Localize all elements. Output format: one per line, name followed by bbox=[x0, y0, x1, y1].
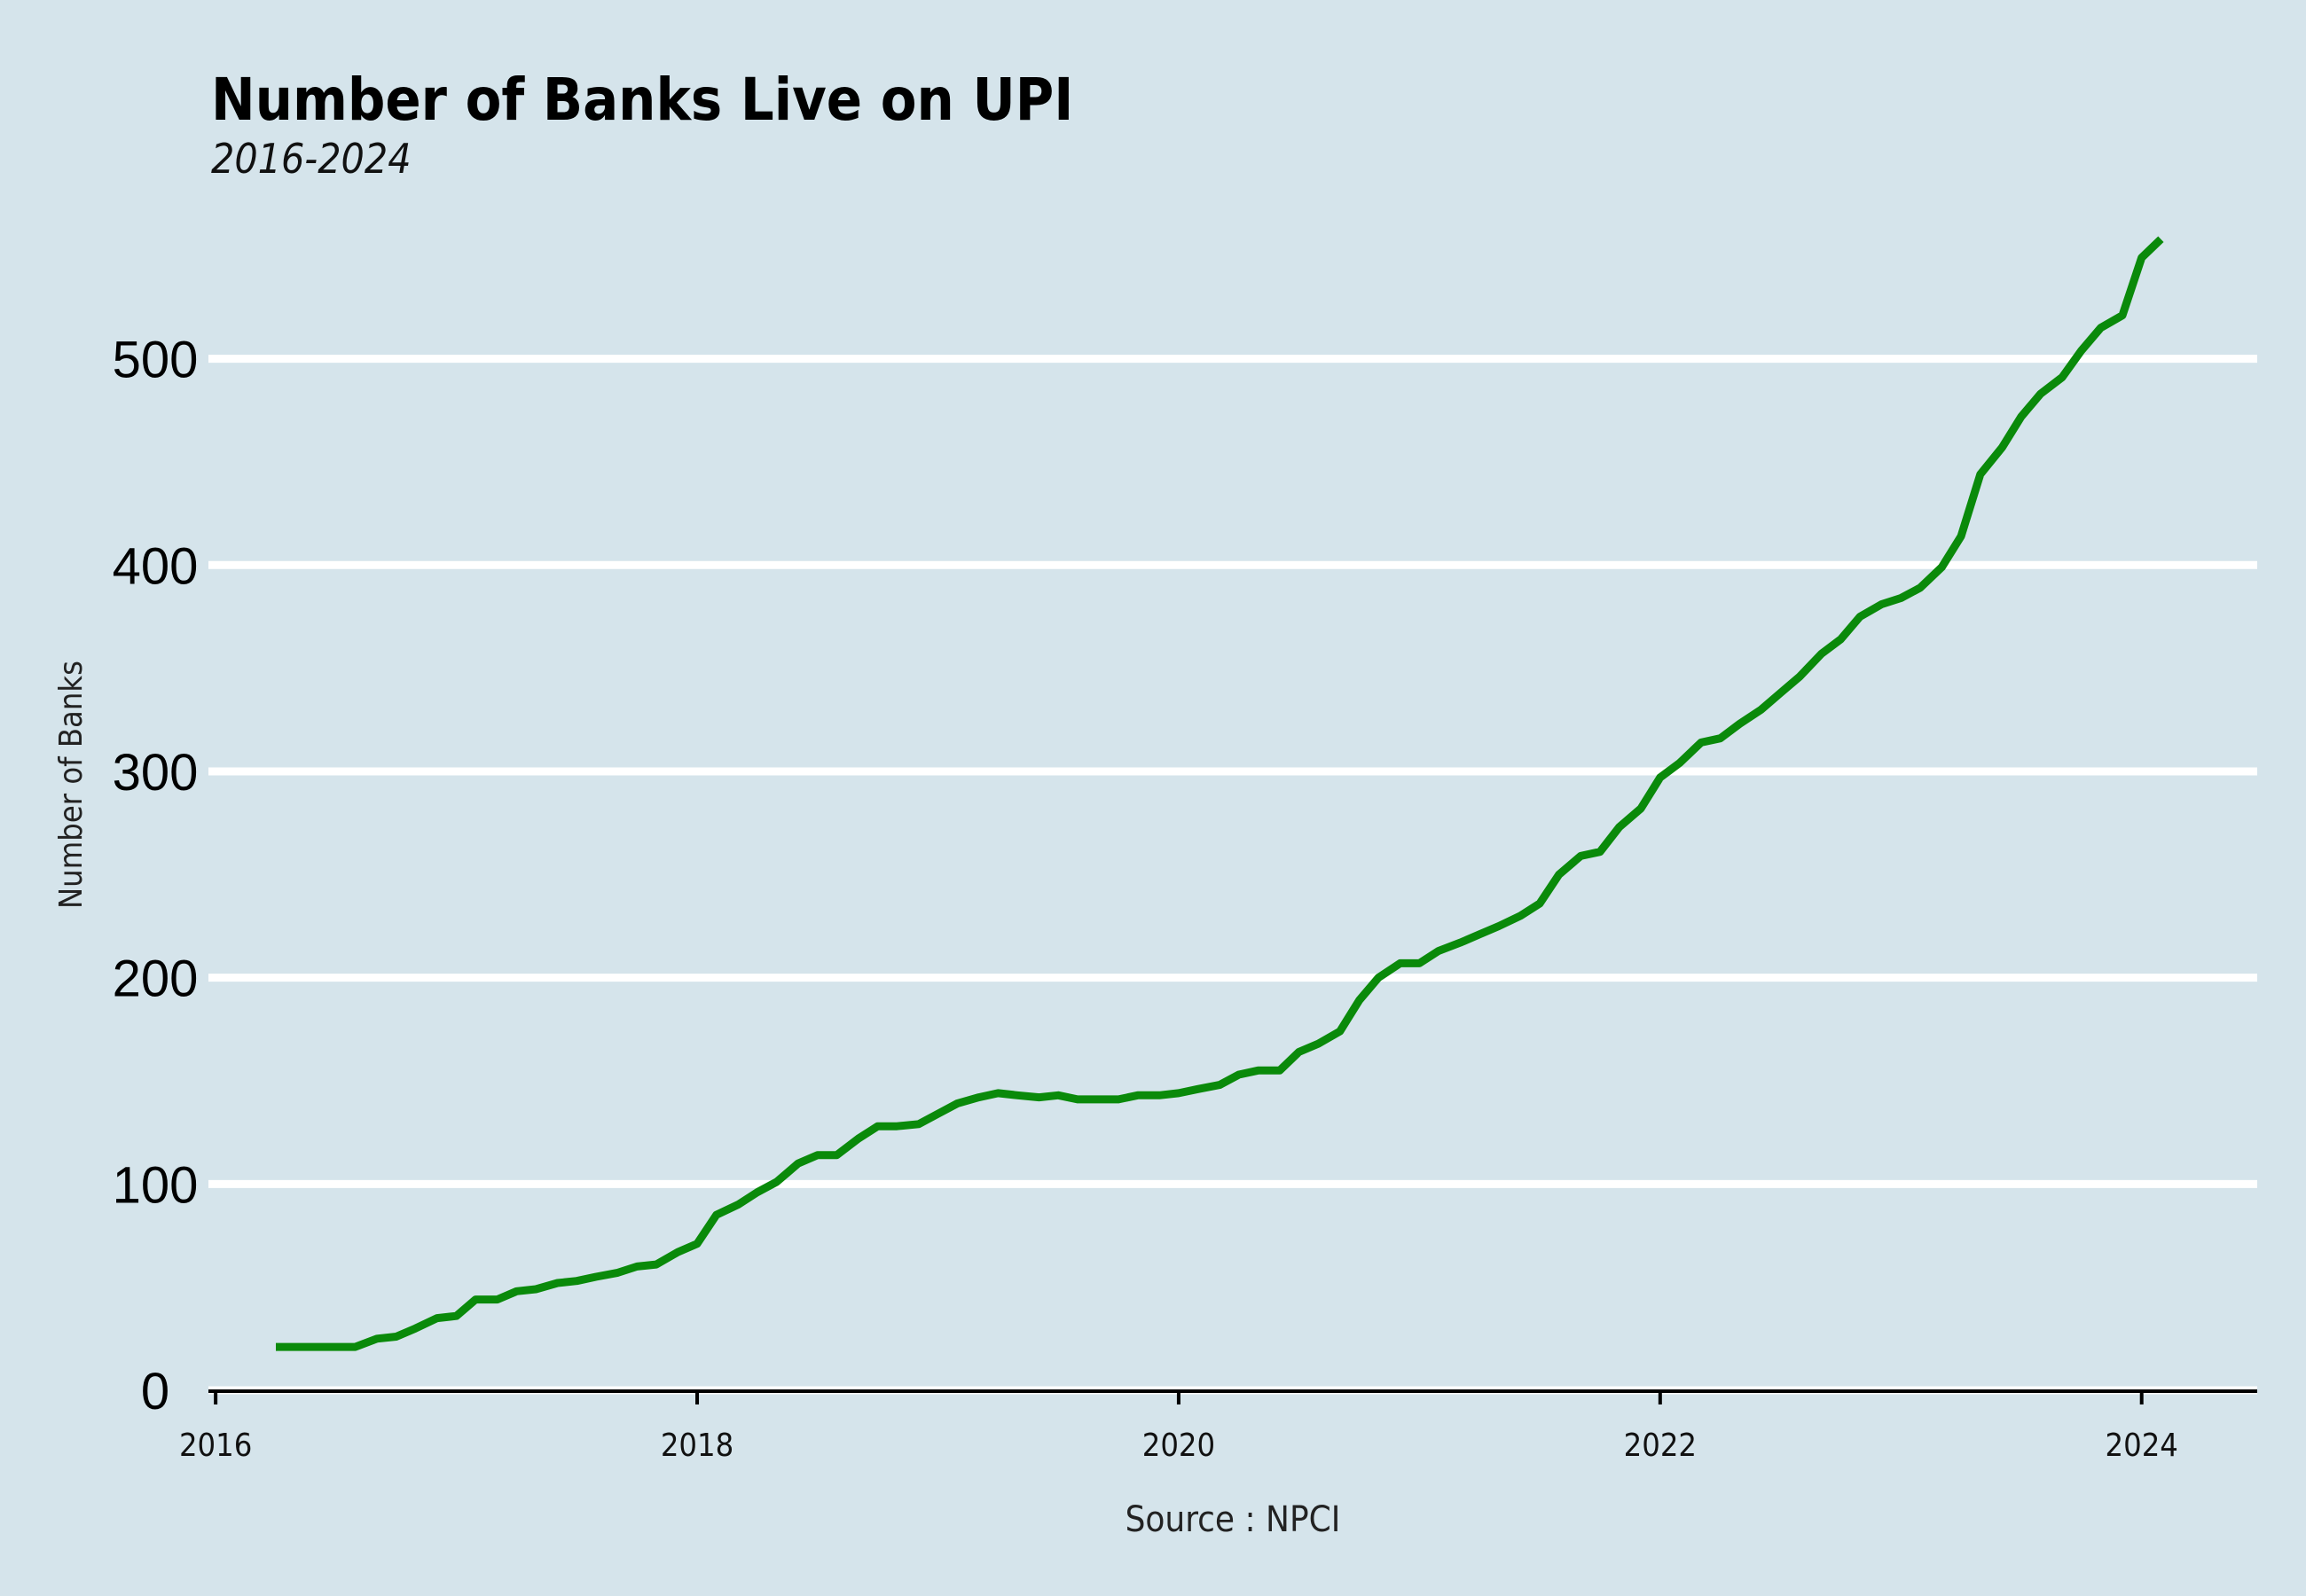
y-axis-label: Number of Banks bbox=[53, 661, 90, 909]
x-tick-label: 2024 bbox=[2106, 1428, 2178, 1464]
chart-subtitle: 2016-2024 bbox=[211, 135, 412, 183]
series-line bbox=[276, 236, 2164, 1351]
y-tick-label: 400 bbox=[113, 537, 199, 595]
x-tick-label: 2018 bbox=[661, 1428, 733, 1464]
x-tick-label: 2020 bbox=[1142, 1428, 1215, 1464]
y-tick-label: 500 bbox=[113, 332, 199, 389]
x-axis-ticks: 2016 2018 2020 2022 2024 bbox=[179, 1391, 2178, 1464]
y-tick-label: 200 bbox=[113, 951, 199, 1008]
y-tick-label: 300 bbox=[113, 744, 199, 802]
x-tick-label: 2022 bbox=[1624, 1428, 1697, 1464]
y-tick-label: 100 bbox=[113, 1156, 199, 1214]
y-axis-ticks: 0 100 200 300 400 500 bbox=[113, 332, 199, 1420]
x-tick-label: 2016 bbox=[179, 1428, 252, 1464]
source-caption: Source : NPCI bbox=[1126, 1499, 1341, 1540]
y-tick-label: 0 bbox=[141, 1363, 169, 1420]
chart-title: Number of Banks Live on UPI bbox=[211, 66, 1073, 134]
